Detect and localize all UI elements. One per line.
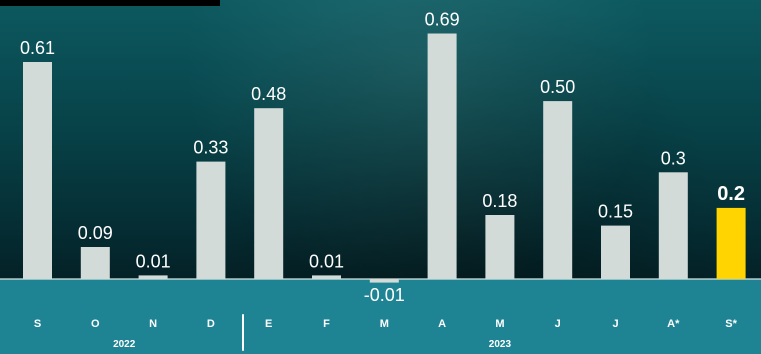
bar-9 <box>485 215 515 279</box>
year-labels-layer: 2022 2023 <box>113 339 511 350</box>
bar-12 <box>658 172 688 279</box>
value-label-8: 0.69 <box>425 10 460 30</box>
month-label-5: E <box>265 318 272 330</box>
month-labels-layer: S O N D E F M A M J J A* S* <box>34 318 738 330</box>
value-labels-layer: 0.61 0.09 0.01 0.33 0.48 0.01 -0.01 0.69 0.18 0.5… <box>20 10 745 306</box>
month-label-8: A <box>438 318 446 330</box>
bar-7 <box>369 279 399 283</box>
bar-6 <box>312 275 341 279</box>
year-label-2: 2023 <box>489 339 512 350</box>
value-label-11: 0.15 <box>598 202 633 222</box>
month-label-12: A* <box>667 318 680 330</box>
bar-2 <box>80 247 110 279</box>
bar-3 <box>138 275 168 279</box>
bars-layer <box>23 33 746 283</box>
bar-11 <box>601 225 630 279</box>
value-label-10: 0.50 <box>540 77 575 97</box>
value-label-2: 0.09 <box>78 223 113 243</box>
bar-5 <box>254 108 284 279</box>
bar-8 <box>427 33 457 279</box>
bar-4 <box>196 161 226 279</box>
month-label-9: M <box>495 318 504 330</box>
value-label-12: 0.3 <box>661 148 686 168</box>
month-label-6: F <box>323 318 330 330</box>
month-label-3: N <box>149 318 157 330</box>
bar-10 <box>543 101 573 279</box>
year-label-1: 2022 <box>113 339 136 350</box>
value-label-9: 0.18 <box>482 191 517 211</box>
month-label-1: S <box>34 318 41 330</box>
value-label-4: 0.33 <box>193 138 228 158</box>
month-label-4: D <box>207 318 215 330</box>
month-label-13: S* <box>725 318 737 330</box>
month-label-2: O <box>91 318 100 330</box>
bar-13 <box>716 207 746 279</box>
axis-band <box>0 279 761 354</box>
month-label-11: J <box>612 318 618 330</box>
month-label-10: J <box>555 318 561 330</box>
value-label-7: -0.01 <box>364 285 405 305</box>
bar-1 <box>23 62 52 279</box>
value-label-1: 0.61 <box>20 38 55 58</box>
value-label-3: 0.01 <box>136 251 171 271</box>
header-strip <box>0 0 220 6</box>
value-label-6: 0.01 <box>309 251 344 271</box>
value-label-13: 0.2 <box>717 183 745 205</box>
value-label-5: 0.48 <box>251 84 286 104</box>
month-label-7: M <box>380 318 389 330</box>
